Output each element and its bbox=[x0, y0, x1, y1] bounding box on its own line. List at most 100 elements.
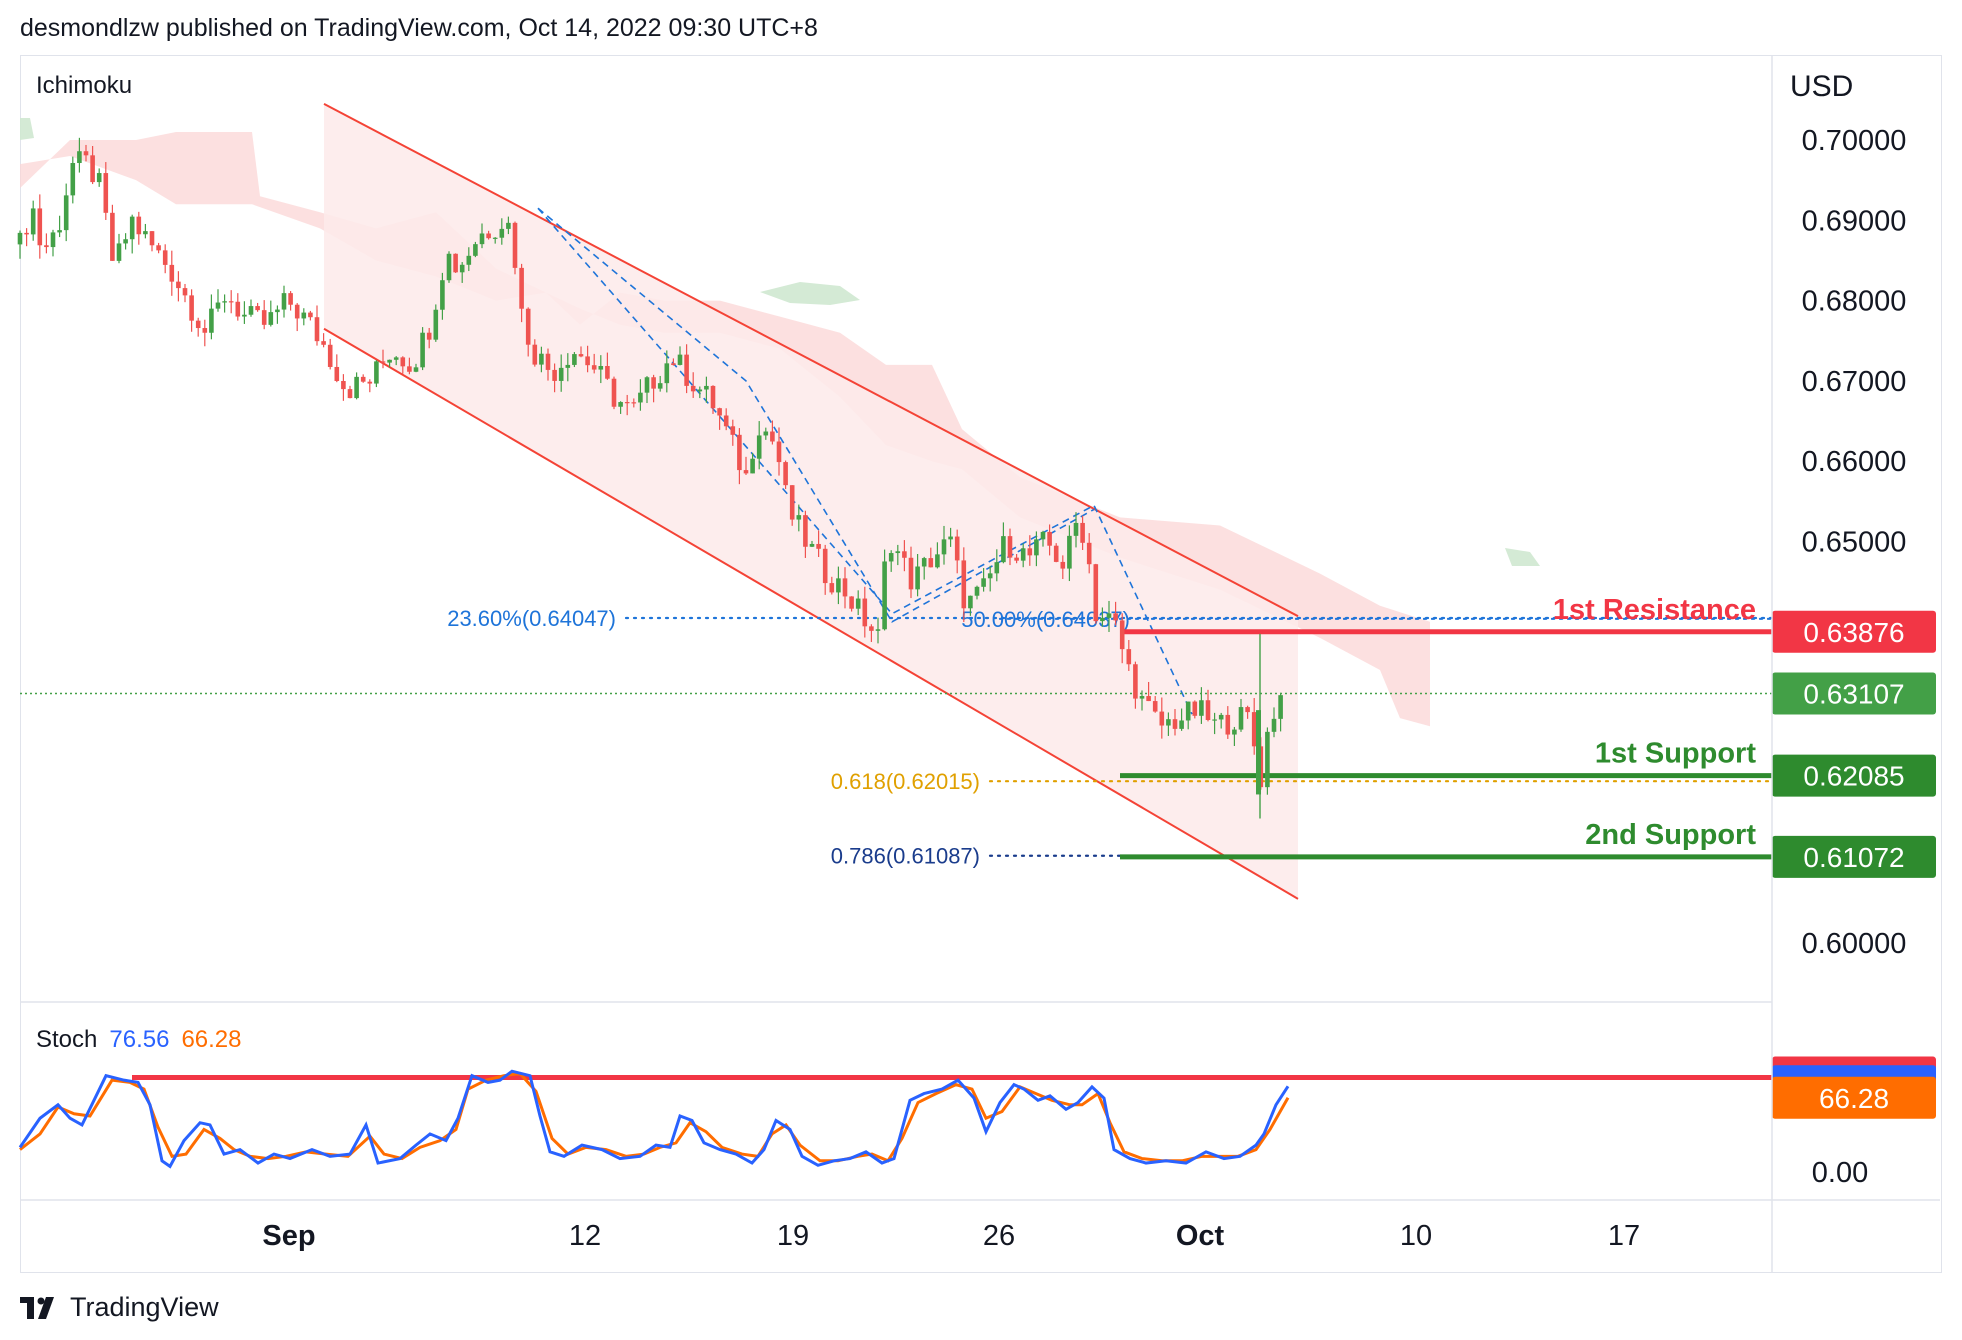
candle-body bbox=[644, 377, 650, 393]
candle-body bbox=[294, 304, 300, 319]
candle-body bbox=[598, 366, 604, 370]
time-tick-label: Sep bbox=[262, 1220, 315, 1252]
ichimoku-cloud-bullish bbox=[1505, 548, 1540, 566]
candle-body bbox=[624, 402, 630, 404]
candle-body bbox=[1146, 696, 1151, 702]
candle-body bbox=[690, 385, 696, 392]
candle-body bbox=[1093, 564, 1099, 622]
candle-body bbox=[974, 586, 980, 596]
candle-body bbox=[1199, 700, 1204, 716]
candle-body bbox=[730, 426, 736, 435]
candle-body bbox=[591, 365, 597, 370]
level-name: 1st Support bbox=[1595, 738, 1756, 770]
ichimoku-indicator-label[interactable]: Ichimoku bbox=[36, 72, 133, 99]
candle-body bbox=[506, 222, 511, 229]
candle-body bbox=[261, 310, 267, 325]
stoch-d-tag bbox=[1772, 1076, 1936, 1119]
candle-body bbox=[110, 212, 115, 261]
candle-body bbox=[1166, 719, 1171, 726]
candle-body bbox=[915, 566, 920, 590]
stoch-k-line bbox=[18, 1069, 1290, 1169]
candle-body bbox=[215, 302, 221, 309]
candle-body bbox=[684, 354, 689, 386]
candle-body bbox=[1007, 536, 1013, 558]
level-price-tag bbox=[1772, 610, 1936, 653]
fib-level-label: 0.786(0.61087) bbox=[831, 844, 980, 869]
price-tick-label: 0.66000 bbox=[1802, 446, 1907, 478]
candle-body bbox=[1047, 531, 1052, 546]
candle-body bbox=[572, 354, 577, 365]
candle-body bbox=[288, 293, 293, 305]
candle-body bbox=[440, 280, 445, 310]
channel-fill bbox=[324, 103, 1298, 899]
candle-body bbox=[961, 560, 967, 609]
candle-body bbox=[44, 245, 49, 248]
candle-body bbox=[921, 558, 927, 567]
candle-body bbox=[1278, 695, 1283, 719]
tradingview-footer[interactable]: TradingView bbox=[20, 1292, 219, 1323]
candle-body bbox=[136, 216, 142, 235]
candle-body bbox=[1020, 548, 1026, 561]
candle-body bbox=[1185, 701, 1191, 721]
candle-body bbox=[717, 408, 722, 416]
candle-body bbox=[605, 366, 610, 379]
candle-body bbox=[327, 344, 333, 367]
candle-body bbox=[1172, 719, 1178, 729]
candle-body bbox=[37, 208, 43, 246]
candle-body bbox=[882, 561, 887, 630]
candle-body bbox=[796, 515, 802, 520]
candle-body bbox=[1086, 542, 1092, 565]
candle-body bbox=[407, 366, 412, 372]
candle-body bbox=[499, 228, 505, 238]
candle-body bbox=[935, 554, 940, 568]
candle-body bbox=[1014, 557, 1019, 561]
candle-body bbox=[96, 173, 102, 183]
candle-body bbox=[433, 309, 439, 340]
candle-body bbox=[222, 301, 227, 303]
candle-body bbox=[631, 402, 637, 404]
candle-body bbox=[512, 222, 518, 268]
time-tick-label: 17 bbox=[1608, 1220, 1640, 1252]
candle-body bbox=[737, 434, 742, 471]
candle-body bbox=[1073, 522, 1079, 536]
candle-body bbox=[657, 383, 663, 389]
candle-body bbox=[156, 245, 161, 251]
candle-body bbox=[228, 301, 234, 303]
candle-body bbox=[308, 312, 313, 318]
candle-body bbox=[723, 415, 729, 427]
candle-body bbox=[618, 402, 623, 407]
candle-body bbox=[578, 354, 584, 357]
last-price-tag bbox=[1772, 672, 1936, 715]
candle-body bbox=[1245, 707, 1250, 713]
candle-body bbox=[842, 578, 848, 597]
stoch-indicator-label[interactable]: Stoch 76.56 66.28 bbox=[36, 1026, 242, 1054]
candle-body bbox=[202, 328, 208, 333]
fib-level-label: 23.60%(0.64047) bbox=[447, 606, 616, 631]
candle-body bbox=[169, 264, 175, 282]
candle-body bbox=[182, 288, 188, 296]
channel-upper-line bbox=[323, 102, 1299, 618]
candle-body bbox=[334, 366, 340, 381]
candle-body bbox=[539, 353, 544, 365]
candle-body bbox=[770, 431, 775, 442]
candle-body bbox=[638, 392, 643, 403]
ichimoku-cloud-bullish bbox=[760, 282, 860, 305]
candle-body bbox=[354, 376, 359, 399]
candle-body bbox=[710, 385, 716, 409]
level-price-tag bbox=[1772, 754, 1936, 797]
candle-body bbox=[268, 312, 274, 325]
candle-body bbox=[862, 598, 868, 627]
candle-body bbox=[57, 230, 62, 233]
candle-body bbox=[393, 357, 399, 360]
candle-body bbox=[1179, 720, 1184, 729]
time-tick-label: 26 bbox=[983, 1220, 1015, 1252]
candle-body bbox=[209, 308, 214, 333]
time-tick-label: 19 bbox=[777, 1220, 809, 1252]
candle-body bbox=[479, 233, 485, 245]
candle-body bbox=[1251, 712, 1257, 747]
candle-body bbox=[242, 314, 247, 317]
price-tick-label: 0.65000 bbox=[1802, 527, 1907, 559]
candle-body bbox=[83, 151, 89, 156]
candle-body bbox=[585, 356, 590, 366]
